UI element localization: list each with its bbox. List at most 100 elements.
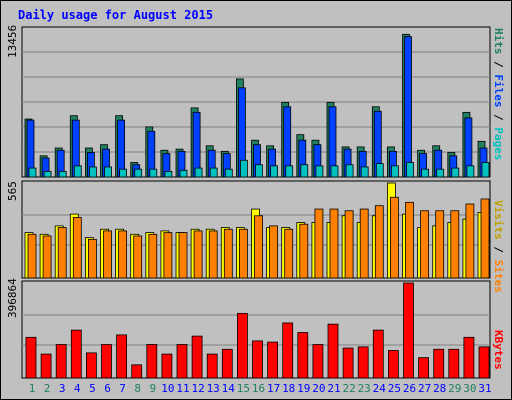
pages-bar <box>149 168 158 178</box>
x-tick-label: 17 <box>267 382 280 395</box>
sites-bar <box>148 233 158 279</box>
files-bar <box>404 36 412 178</box>
sites-bar <box>374 205 384 279</box>
sites-bar <box>118 230 127 279</box>
sites-bar <box>42 235 52 279</box>
files-bar <box>192 111 201 178</box>
pages-bar <box>436 168 445 178</box>
kbytes-bar <box>221 348 233 379</box>
pages-bar <box>255 164 263 178</box>
x-tick-label: 8 <box>134 382 141 395</box>
legend-entry: KBytes <box>492 330 505 370</box>
y-max-label-hits-files-pages: 13456 <box>6 25 19 58</box>
pages-bar <box>330 165 339 178</box>
kbytes-bar <box>101 344 112 379</box>
pages-bar <box>451 167 460 178</box>
pages-bar <box>28 167 37 178</box>
pages-bar <box>194 167 203 178</box>
pages-bar <box>315 165 324 178</box>
pages-bar <box>239 159 248 178</box>
y-max-label-sites-visits: 565 <box>6 181 19 201</box>
pages-bar <box>43 171 52 178</box>
sites-bar <box>329 208 339 279</box>
legend-entry: / <box>492 240 505 260</box>
x-tick-label: 29 <box>448 382 461 395</box>
x-tick-label: 9 <box>149 382 156 395</box>
sites-bar <box>435 210 445 279</box>
kbytes-bar <box>297 332 309 379</box>
legend-hits-files-pages: Hits / Files / Pages <box>492 28 505 161</box>
pages-bar <box>164 171 173 178</box>
sites-bar <box>88 238 97 279</box>
x-tick-label: 2 <box>44 382 51 395</box>
legend-entry: Sites <box>492 260 505 293</box>
pages-bar <box>89 166 97 178</box>
kbytes-bar <box>403 282 414 379</box>
sites-bar <box>57 227 67 279</box>
pages-bar <box>119 168 127 178</box>
sites-bar <box>405 201 414 279</box>
x-tick-label: 24 <box>373 382 387 395</box>
kbytes-bar <box>116 334 127 379</box>
legend-entry: / <box>492 55 505 75</box>
x-tick-label: 5 <box>89 382 96 395</box>
files-bar <box>117 119 125 178</box>
pages-bar <box>466 165 475 178</box>
legend-entry: Hits <box>492 28 505 55</box>
x-tick-label: 14 <box>222 382 236 395</box>
x-tick-label: 30 <box>463 382 476 395</box>
sites-bar <box>193 230 203 279</box>
x-tick-label: 1 <box>29 382 36 395</box>
kbytes-bar <box>236 312 248 379</box>
pages-bar <box>375 163 384 178</box>
pages-bar <box>58 171 67 178</box>
sites-bar <box>284 228 294 279</box>
sites-bar <box>163 232 173 279</box>
sites-bar <box>299 223 309 279</box>
sites-bar <box>314 208 324 279</box>
pages-bar <box>300 164 309 178</box>
sites-bar <box>450 210 460 279</box>
x-tick-label: 18 <box>282 382 295 395</box>
kbytes-bar <box>40 353 52 379</box>
legend-entry: / <box>492 108 505 128</box>
sites-bar <box>344 210 354 279</box>
x-tick-label: 15 <box>237 382 250 395</box>
pages-bar <box>134 168 143 178</box>
x-tick-label: 20 <box>312 382 325 395</box>
kbytes-bar <box>86 352 97 379</box>
y-max-label-kbytes: 396864 <box>6 278 19 318</box>
kbytes-bar <box>161 353 173 379</box>
pages-bar <box>360 166 369 178</box>
kbytes-bar <box>206 353 218 379</box>
legend-kbytes: KBytes <box>492 330 505 370</box>
pages-bar <box>481 162 490 178</box>
x-tick-label: 7 <box>119 382 126 395</box>
sites-bar <box>27 233 37 279</box>
sites-bar <box>238 228 248 279</box>
kbytes-bar <box>327 323 339 379</box>
kbytes-bar <box>25 336 37 379</box>
pages-bar <box>270 165 279 178</box>
x-tick-label: 6 <box>104 382 111 395</box>
x-tick-label: 21 <box>327 382 340 395</box>
x-tick-label: 27 <box>418 382 431 395</box>
x-tick-label: 10 <box>161 382 174 395</box>
sites-bar <box>254 215 263 279</box>
x-tick-label: 16 <box>252 382 265 395</box>
kbytes-bar <box>312 344 324 379</box>
pages-bar <box>390 165 399 178</box>
sites-bar <box>223 228 233 279</box>
kbytes-bar <box>146 344 158 379</box>
kbytes-bar <box>448 348 460 379</box>
kbytes-bar <box>387 350 399 379</box>
sites-bar <box>133 235 143 279</box>
x-tick-label: 4 <box>74 382 81 395</box>
legend-sites-visits: Visits / Sites <box>492 200 505 293</box>
sites-bar <box>178 232 188 279</box>
kbytes-bar <box>55 344 67 379</box>
pages-bar <box>179 169 188 178</box>
x-tick-label: 28 <box>433 382 446 395</box>
kbytes-bar <box>191 335 203 379</box>
sites-bar <box>359 208 369 279</box>
